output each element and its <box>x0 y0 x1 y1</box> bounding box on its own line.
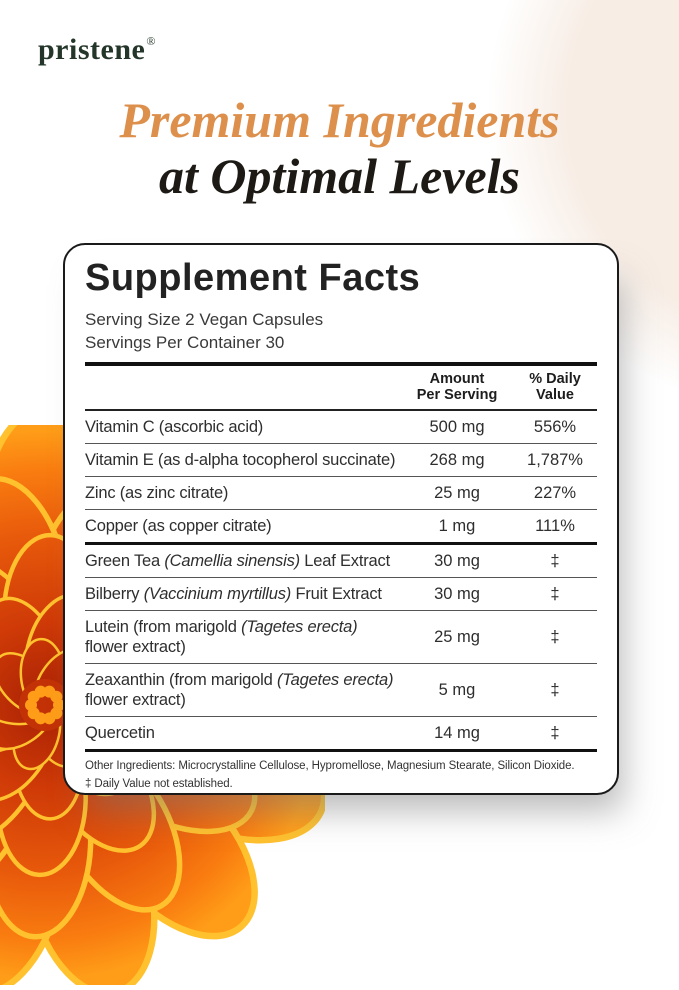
supplement-facts-panel: Supplement Facts Serving Size 2 Vegan Ca… <box>63 243 619 795</box>
table-column-headers: Amount Per Serving % Daily Value <box>85 366 597 411</box>
ingredient-daily-value: ‡ <box>550 551 560 570</box>
ingredient-row: Zeaxanthin (from marigold (Tagetes erect… <box>85 663 597 716</box>
ingredient-name: Green Tea (Camellia sinensis) Leaf Extra… <box>85 552 390 570</box>
ingredient-name: Vitamin C (ascorbic acid) <box>85 418 264 436</box>
ingredient-name: Zeaxanthin (from marigold (Tagetes erect… <box>85 671 394 709</box>
ingredient-daily-value: 556% <box>533 417 577 436</box>
ingredient-row: Quercetin 14 mg ‡ <box>85 716 597 749</box>
ingredient-daily-value: ‡ <box>550 680 560 699</box>
ingredient-amount: 268 mg <box>429 450 485 469</box>
serving-size-text: Serving Size 2 Vegan Capsules <box>85 310 324 329</box>
ingredient-daily-value: 1,787% <box>527 450 583 469</box>
other-ingredients-text: Other Ingredients: Microcrystalline Cell… <box>85 760 575 772</box>
ingredient-amount: 14 mg <box>434 723 480 742</box>
headline-line2: at Optimal Levels <box>158 148 521 204</box>
brand-logo-text: pristene <box>38 33 146 66</box>
ingredient-amount: 30 mg <box>434 551 480 570</box>
ingredient-amount: 25 mg <box>434 483 480 502</box>
ingredient-row: Green Tea (Camellia sinensis) Leaf Extra… <box>85 542 597 577</box>
amount-header-line2: Per Serving <box>416 387 498 403</box>
ingredient-row: Lutein (from marigold (Tagetes erecta) f… <box>85 610 597 663</box>
amount-column-header: Amount Per Serving <box>401 371 513 403</box>
flower-center-floret <box>34 685 47 698</box>
ingredient-name: Vitamin E (as d-alpha tocopherol succina… <box>85 451 396 469</box>
headline: Premium Ingredients at Optimal Levels <box>0 92 679 204</box>
daily-value-footnote: ‡ Daily Value not established. <box>85 778 233 790</box>
facts-rows: Vitamin C (ascorbic acid) 500 mg 556% Vitam… <box>85 411 597 749</box>
ingredient-daily-value: 111% <box>535 516 575 535</box>
ingredient-daily-value: ‡ <box>550 584 560 603</box>
divider-thick-bottom <box>85 749 597 752</box>
servings-per-container-text: Servings Per Container 30 <box>85 333 285 352</box>
ingredient-amount: 1 mg <box>438 516 476 535</box>
ingredient-row: Bilberry (Vaccinium myrtillus) Fruit Ext… <box>85 577 597 610</box>
brand-logo: pristene® <box>38 33 156 67</box>
ingredient-amount: 5 mg <box>438 680 476 699</box>
dv-header-line1: % Daily <box>529 371 581 387</box>
dv-header-line2: Value <box>536 387 574 403</box>
ingredient-row: Copper (as copper citrate) 1 mg 111% <box>85 509 597 542</box>
ingredient-name: Lutein (from marigold (Tagetes erecta) f… <box>85 618 358 656</box>
amount-header-line1: Amount <box>429 371 485 387</box>
ingredient-daily-value: ‡ <box>550 723 560 742</box>
ingredient-daily-value: 227% <box>533 483 577 502</box>
headline-line1: Premium Ingredients <box>119 92 560 148</box>
ingredient-name: Quercetin <box>85 724 155 742</box>
ingredient-name: Bilberry (Vaccinium myrtillus) Fruit Ext… <box>85 585 382 603</box>
ingredient-name: Zinc (as zinc citrate) <box>85 484 229 502</box>
ingredient-amount: 500 mg <box>429 417 485 436</box>
ingredient-amount: 25 mg <box>434 627 480 646</box>
supplement-facts-title: Supplement Facts <box>85 257 421 299</box>
footnotes: Other Ingredients: Microcrystalline Cell… <box>85 752 597 793</box>
ingredient-row: Vitamin C (ascorbic acid) 500 mg 556% <box>85 411 597 443</box>
ingredient-name: Copper (as copper citrate) <box>85 517 272 535</box>
divider-thick-top <box>85 362 597 366</box>
ingredient-row: Vitamin E (as d-alpha tocopherol succina… <box>85 443 597 476</box>
registered-trademark-symbol: ® <box>146 34 156 48</box>
flower-center-floret <box>43 712 56 725</box>
ingredient-amount: 30 mg <box>434 584 480 603</box>
daily-value-column-header: % Daily Value <box>513 371 597 403</box>
ingredient-daily-value: ‡ <box>550 627 560 646</box>
flower-center-floret <box>50 690 63 703</box>
ingredient-row: Zinc (as zinc citrate) 25 mg 227% <box>85 476 597 509</box>
